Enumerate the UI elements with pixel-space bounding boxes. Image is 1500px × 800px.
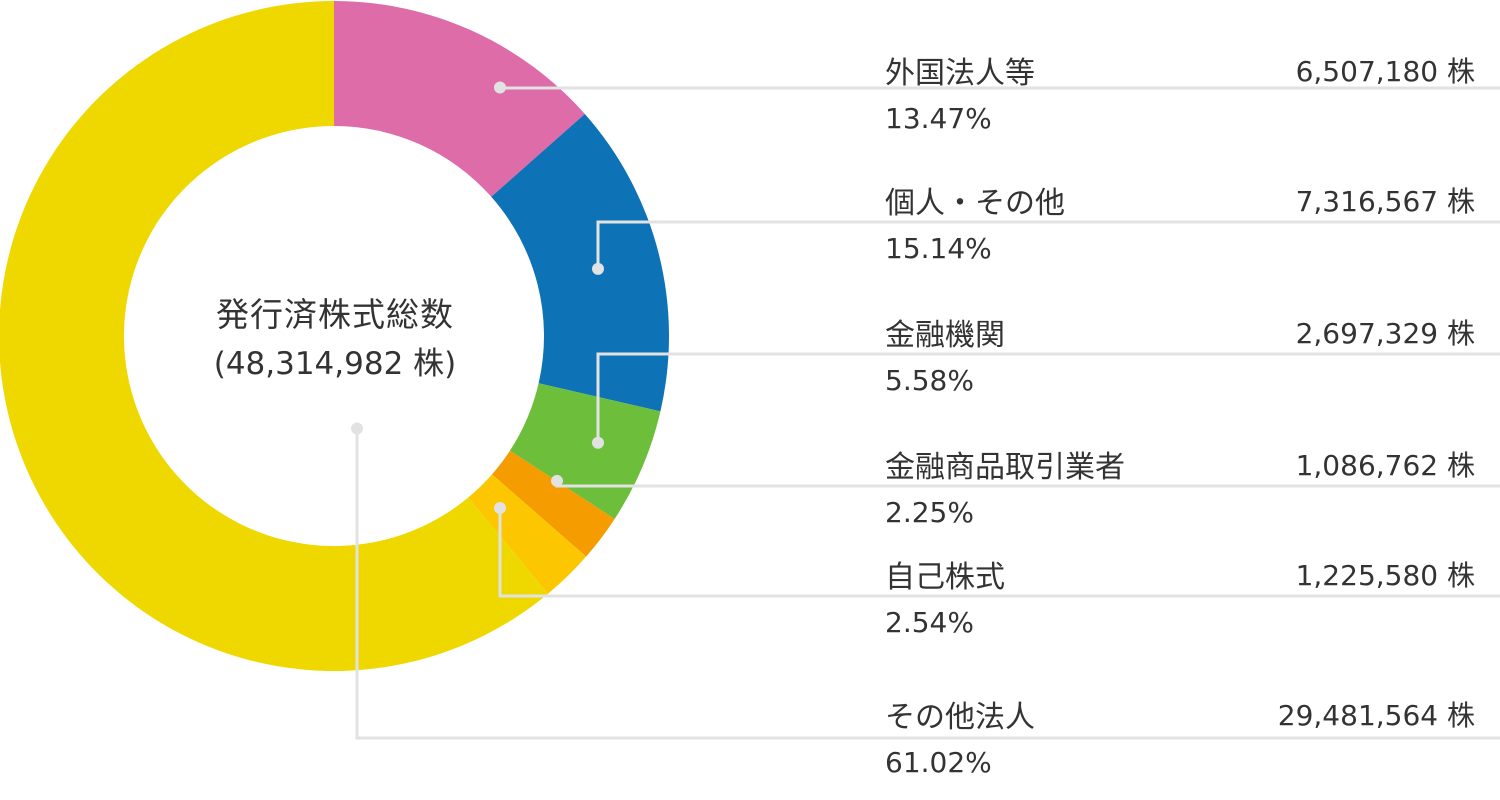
percent-label: 2.25% [885, 496, 974, 529]
value-label: 6,507,180 株 [1295, 55, 1475, 88]
leader-dot [494, 81, 506, 94]
leader-line [596, 220, 1500, 269]
value-label: 1,086,762 株 [1295, 449, 1475, 482]
donut-slice [491, 113, 670, 412]
center-total: (48,314,982 株) [213, 346, 457, 382]
leader-dot [592, 436, 604, 449]
leader-dot [551, 474, 563, 487]
category-label: その他法人 [885, 700, 1035, 735]
donut-slice [492, 450, 615, 557]
percent-label: 15.14% [885, 232, 992, 265]
category-label: 金融商品取引業者 [885, 450, 1125, 485]
legend-item: 金融機関 2,697,329 株 5.58% [885, 310, 1475, 410]
center-label: 発行済株式総数 [216, 295, 454, 334]
legend-item: 個人・その他 7,316,567 株 15.14% [885, 178, 1475, 278]
category-label: 外国法人等 [885, 56, 1035, 91]
leader-line [355, 428, 1500, 740]
leader-dot [494, 501, 506, 514]
legend-item: 自己株式 1,225,580 株 2.54% [885, 552, 1475, 652]
percent-label: 2.54% [885, 606, 974, 639]
value-label: 2,697,329 株 [1295, 317, 1475, 350]
leader-line [596, 352, 1500, 443]
donut-slice [334, 1, 585, 197]
value-label: 1,225,580 株 [1295, 559, 1475, 592]
leader-dot [592, 262, 604, 275]
category-label: 自己株式 [885, 560, 1005, 595]
percent-label: 61.02% [885, 746, 992, 779]
donut-slice [0, 1, 548, 671]
value-label: 29,481,564 株 [1277, 699, 1475, 732]
percent-label: 13.47% [885, 102, 992, 135]
category-label: 金融機関 [885, 318, 1005, 353]
value-label: 7,316,567 株 [1295, 185, 1475, 218]
category-label: 個人・その他 [885, 186, 1065, 221]
percent-label: 5.58% [885, 364, 974, 397]
leader-dot [351, 422, 363, 435]
legend-item: その他法人 29,481,564 株 61.02% [885, 692, 1475, 792]
leader-line [498, 507, 1500, 598]
legend-item: 外国法人等 6,507,180 株 13.47% [885, 48, 1475, 148]
legend-item: 金融商品取引業者 1,086,762 株 2.25% [885, 442, 1475, 542]
